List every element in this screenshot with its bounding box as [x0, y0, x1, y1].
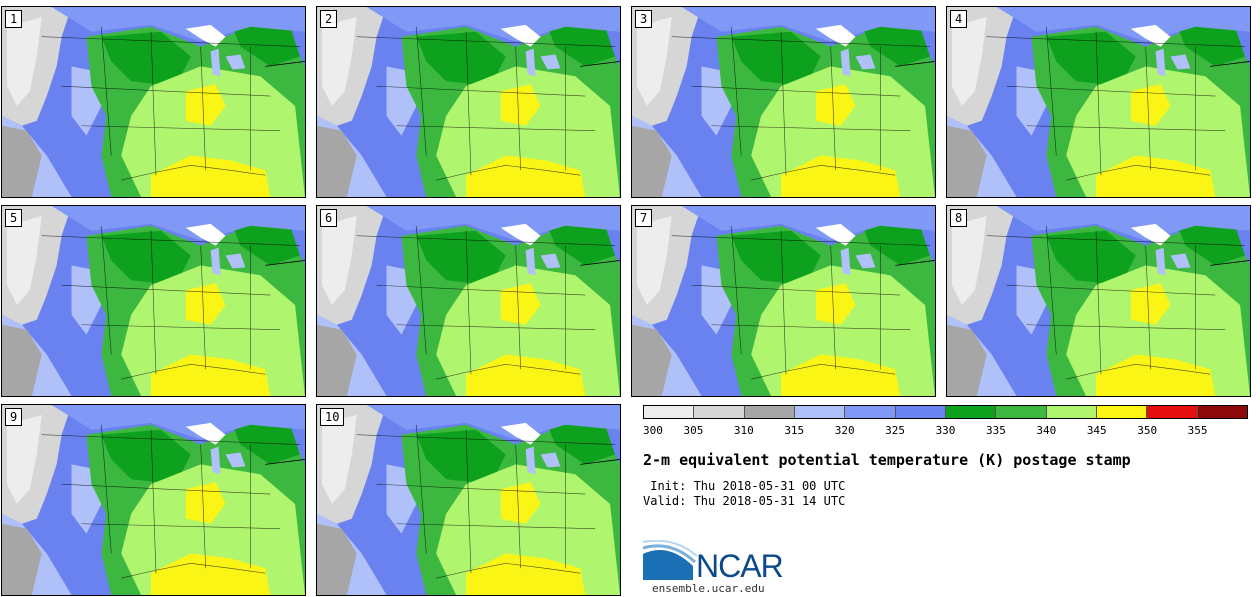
colorbar-segment [1046, 406, 1097, 418]
map-panel-5: 5 [1, 205, 306, 397]
map-panel-7: 7 [631, 205, 936, 397]
colorbar-tick-label: 325 [885, 424, 906, 437]
colorbar-segment [996, 406, 1047, 418]
valid-time: Valid: Thu 2018-05-31 14 UTC [643, 494, 846, 508]
colorbar-segment [694, 406, 745, 418]
colorbar-tick-label: 305 [683, 424, 704, 437]
panel-label: 1 [5, 10, 23, 28]
colorbar [643, 405, 1248, 419]
panel-label: 9 [5, 408, 23, 426]
map-panel-10: 10 [316, 404, 621, 596]
colorbar-tick-label: 310 [733, 424, 754, 437]
colorbar-segment [744, 406, 795, 418]
panel-label: 2 [320, 10, 338, 28]
colorbar-tick-label: 300 [643, 424, 663, 437]
colorbar-segment [845, 406, 896, 418]
map-panel-2: 2 [316, 6, 621, 198]
colorbar-tick-label: 330 [935, 424, 956, 437]
figure-title: 2-m equivalent potential temperature (K)… [643, 451, 1131, 469]
map-panel-8: 8 [946, 205, 1251, 397]
site-url: ensemble.ucar.edu [652, 582, 765, 595]
panel-label: 3 [635, 10, 653, 28]
panel-label: 8 [950, 209, 968, 227]
ncar-logo-text: NCAR [696, 548, 784, 584]
map-panel-6: 6 [316, 205, 621, 397]
colorbar-tick-label: 315 [784, 424, 805, 437]
colorbar-tick-label: 355 [1187, 424, 1208, 437]
map-panel-1: 1 [1, 6, 306, 198]
colorbar-ticks: 300 305 310 315 320 325 330 335 340 345 350 355 [643, 424, 1248, 438]
map-panel-3: 3 [631, 6, 936, 198]
panel-label: 6 [320, 209, 338, 227]
colorbar-segment [1096, 406, 1148, 418]
panel-label: 10 [320, 408, 345, 426]
colorbar-tick-label: 350 [1137, 424, 1158, 437]
panel-label: 7 [635, 209, 653, 227]
panel-label: 5 [5, 209, 23, 227]
map-panel-4: 4 [946, 6, 1251, 198]
colorbar-tick-label: 320 [834, 424, 855, 437]
colorbar-segment [1197, 406, 1247, 418]
colorbar-tick-label: 335 [985, 424, 1006, 437]
colorbar-segment [1147, 406, 1198, 418]
ncar-logo-icon [643, 540, 698, 580]
colorbar-segment [945, 406, 997, 418]
colorbar-segment [794, 406, 846, 418]
map-panel-9: 9 [1, 404, 306, 596]
colorbar-segment [895, 406, 946, 418]
colorbar-tick-label: 345 [1086, 424, 1107, 437]
init-time: Init: Thu 2018-05-31 00 UTC [643, 479, 846, 493]
panel-label: 4 [950, 10, 968, 28]
colorbar-tick-label: 340 [1036, 424, 1057, 437]
colorbar-segment [644, 406, 695, 418]
